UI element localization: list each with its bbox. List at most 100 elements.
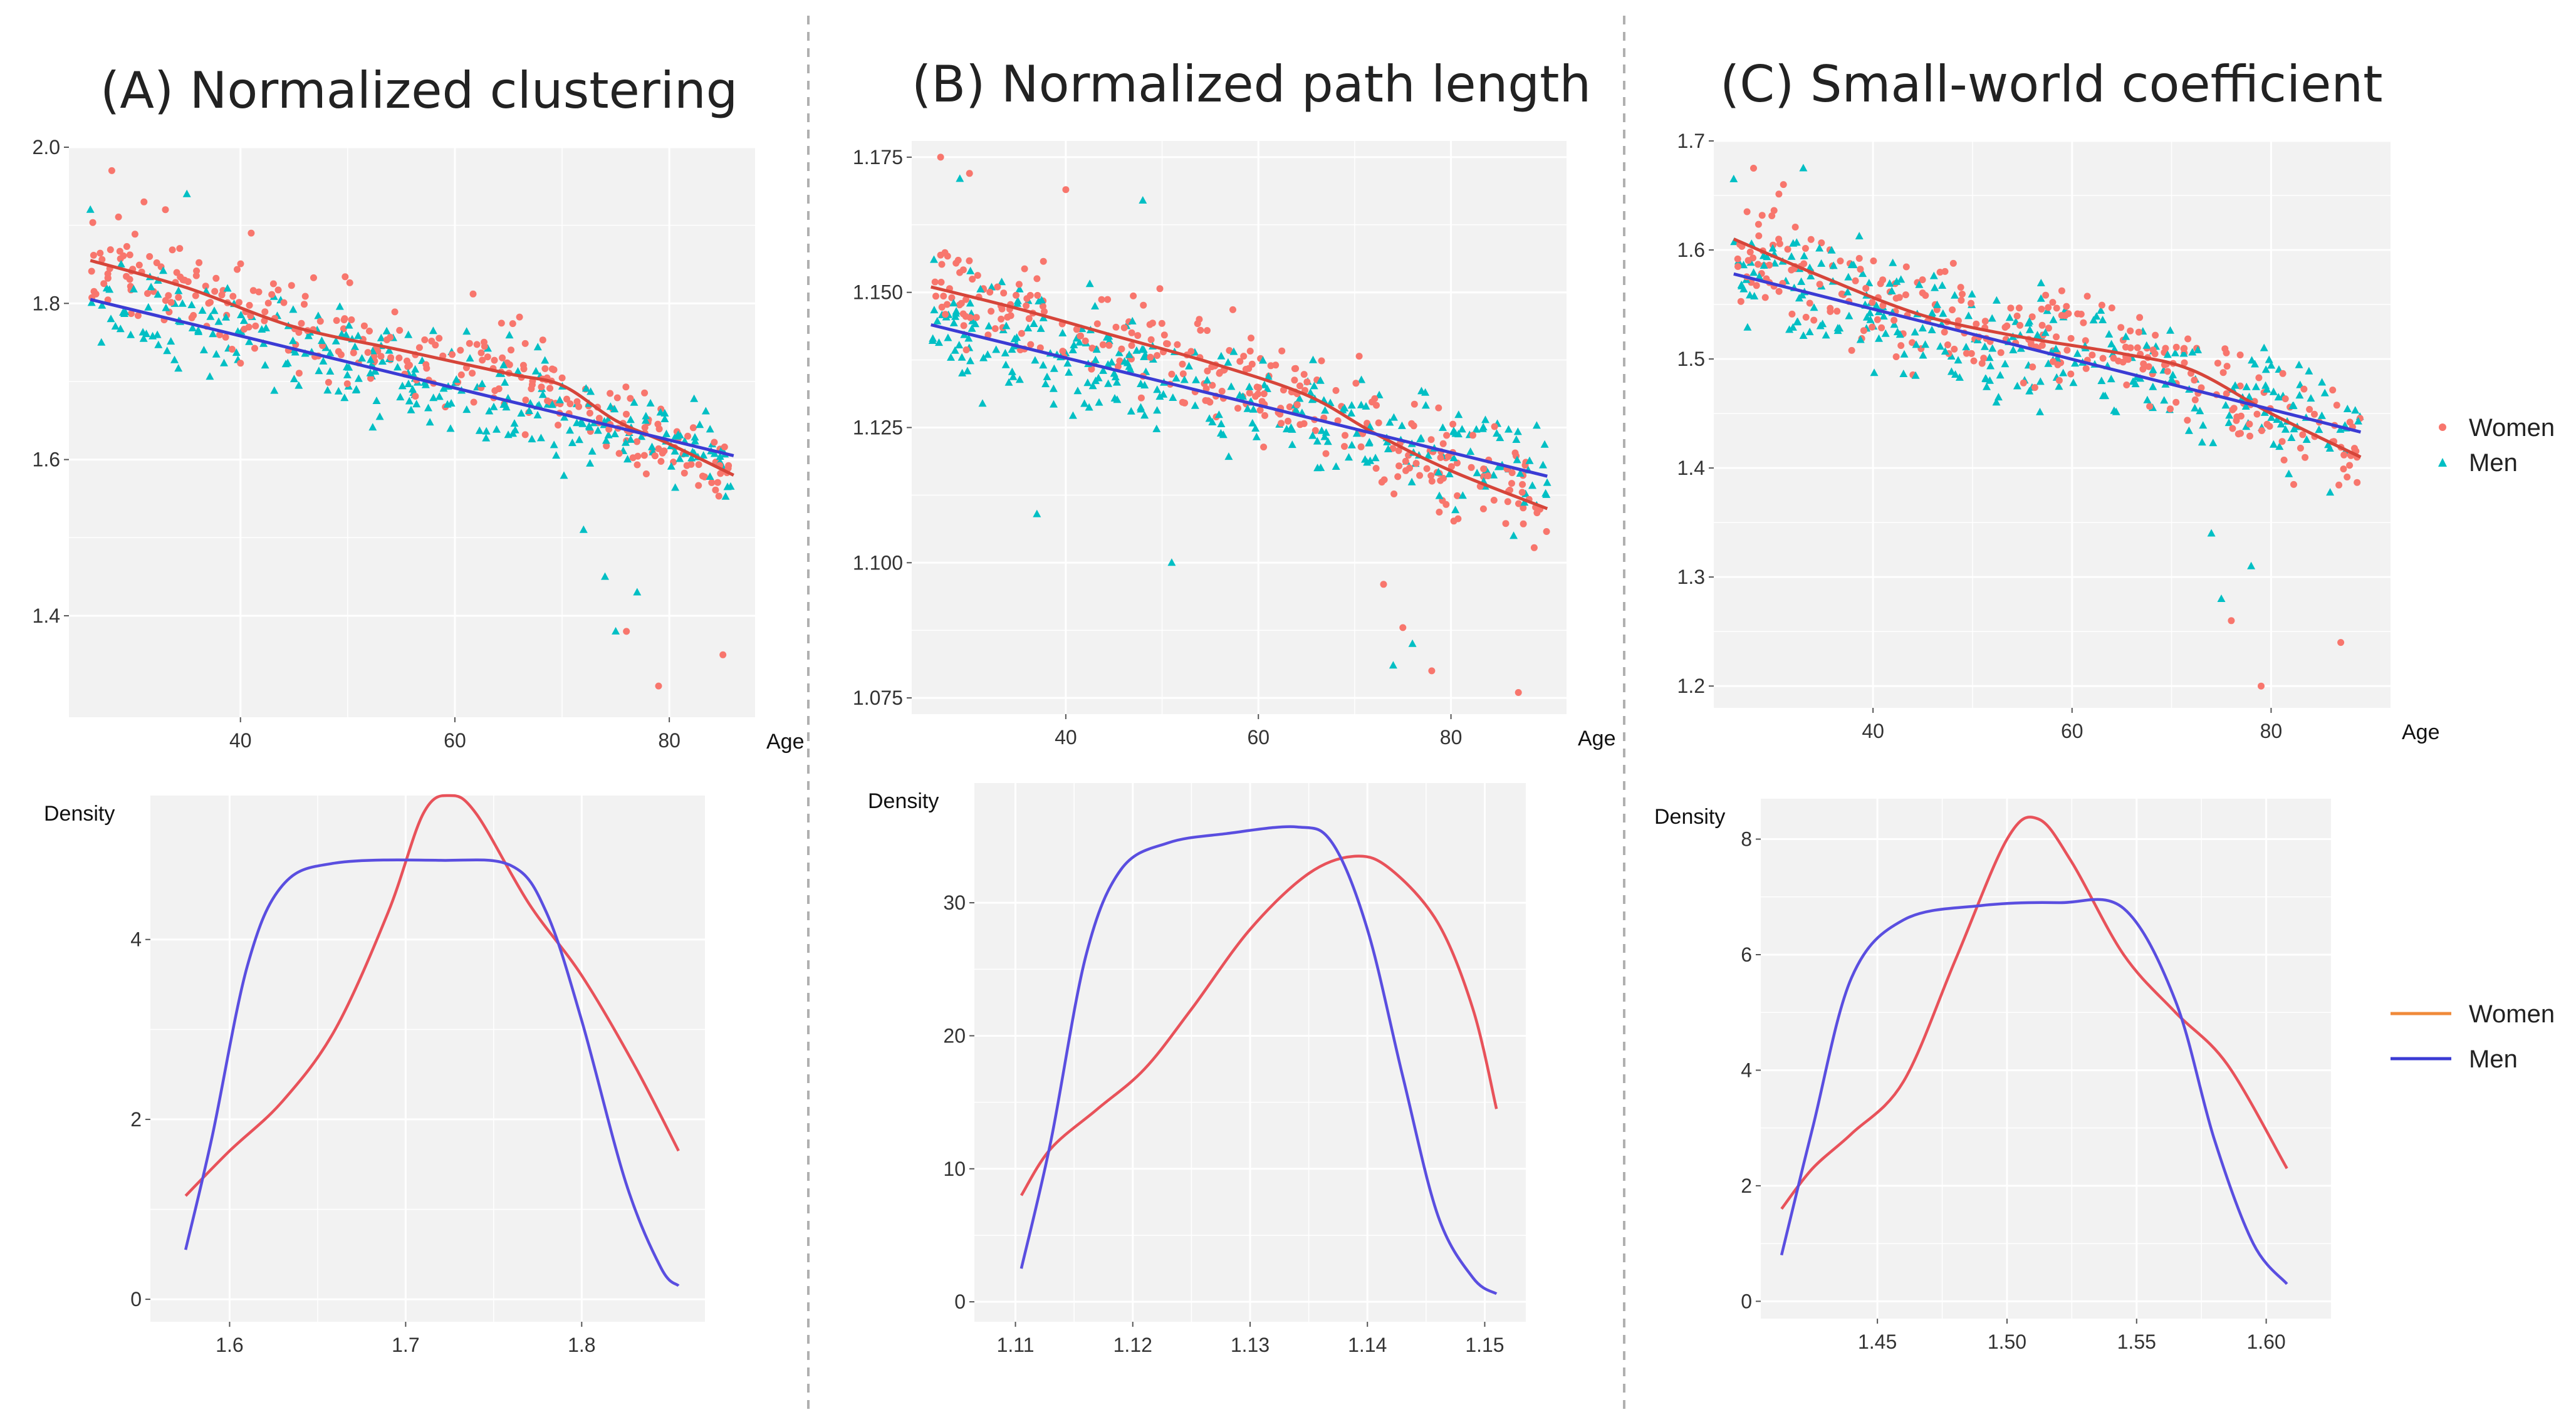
point-men xyxy=(699,451,708,459)
point-women xyxy=(218,291,226,299)
legend-men-density-label: Men xyxy=(2469,1046,2518,1073)
point-women xyxy=(959,266,967,274)
point-women xyxy=(222,333,229,341)
point-women xyxy=(1256,407,1264,414)
point-women xyxy=(406,361,413,369)
point-men xyxy=(1332,462,1340,470)
point-women xyxy=(88,267,95,275)
point-men xyxy=(154,340,163,348)
point-men xyxy=(1951,291,1959,299)
point-men xyxy=(1911,328,1919,336)
point-women xyxy=(1968,299,1974,307)
point-men xyxy=(1043,372,1051,380)
point-men xyxy=(1308,431,1317,439)
point-men xyxy=(159,266,167,274)
point-women xyxy=(1099,341,1107,348)
point-women xyxy=(2053,304,2060,312)
point-men xyxy=(97,338,106,346)
point-women xyxy=(1775,236,1783,243)
point-women xyxy=(1791,224,1799,231)
point-women xyxy=(395,354,403,361)
point-men xyxy=(1216,428,1225,437)
point-men xyxy=(1073,387,1082,395)
point-men xyxy=(163,346,172,355)
point-women xyxy=(346,279,353,286)
point-men xyxy=(2055,382,2063,390)
point-women xyxy=(1364,420,1371,427)
point-men xyxy=(2241,402,2250,410)
point-men xyxy=(1153,385,1162,393)
point-women xyxy=(301,293,309,300)
point-women xyxy=(2311,410,2318,418)
density-line-women xyxy=(1780,816,2288,1210)
point-women xyxy=(681,469,688,477)
point-men xyxy=(2276,420,2285,428)
point-men xyxy=(1347,408,1355,417)
point-men xyxy=(1770,259,1779,267)
point-women xyxy=(473,341,481,348)
point-women xyxy=(607,390,614,397)
point-men xyxy=(1361,455,1369,463)
y-tick-label: 0 xyxy=(1741,1290,1752,1312)
point-women xyxy=(2152,331,2159,339)
point-men xyxy=(111,322,120,330)
point-men xyxy=(979,353,988,361)
point-men xyxy=(2217,594,2226,602)
point-men xyxy=(375,412,384,420)
point-men xyxy=(2285,469,2293,477)
density-a: 1.6 1.7 1.8 0 2 4 Density xyxy=(44,794,705,1356)
point-women xyxy=(1000,289,1008,297)
point-men xyxy=(138,328,147,336)
point-men xyxy=(2036,377,2045,385)
point-women xyxy=(1852,277,1859,284)
point-women xyxy=(1959,291,1966,298)
point-women xyxy=(1104,296,1112,303)
point-women xyxy=(966,314,974,321)
point-men xyxy=(1031,356,1040,364)
point-women xyxy=(937,279,945,286)
point-men xyxy=(2325,444,2334,452)
point-men xyxy=(404,330,413,338)
point-men xyxy=(326,367,335,375)
point-women xyxy=(1300,371,1308,378)
point-men xyxy=(404,380,413,387)
point-men xyxy=(1856,335,1865,343)
point-men xyxy=(1345,453,1353,461)
point-women xyxy=(2258,682,2265,690)
point-men xyxy=(206,312,215,320)
plot-background xyxy=(1761,799,2331,1319)
point-women xyxy=(2253,410,2261,418)
y-tick-label: 1.3 xyxy=(1677,566,1705,588)
x-tick-label: 1.14 xyxy=(1348,1334,1387,1356)
point-women xyxy=(714,479,721,486)
point-women xyxy=(1088,365,1095,373)
point-men xyxy=(1384,445,1392,452)
y-tick-label: 0 xyxy=(954,1290,966,1313)
point-women xyxy=(343,380,351,388)
point-men xyxy=(121,308,130,316)
y-tick-label: 0 xyxy=(130,1288,142,1310)
point-men xyxy=(1750,292,1759,299)
point-women xyxy=(986,288,994,296)
point-women xyxy=(1226,347,1233,354)
point-women xyxy=(1405,452,1412,459)
point-women xyxy=(1260,390,1268,398)
point-women xyxy=(1788,266,1795,274)
point-women xyxy=(1041,308,1048,315)
point-men xyxy=(1008,345,1016,353)
point-women xyxy=(484,353,491,361)
point-women xyxy=(333,317,340,324)
point-women xyxy=(1469,432,1476,439)
point-women xyxy=(255,288,263,296)
point-men xyxy=(1504,425,1513,433)
point-men xyxy=(2073,349,2082,357)
point-women xyxy=(251,345,258,352)
point-men xyxy=(1915,280,1924,288)
point-men xyxy=(409,385,417,393)
point-women xyxy=(2042,291,2050,299)
scatter-a: 40 60 80 1.4 1.6 1.8 2.0 Age xyxy=(33,136,805,754)
point-women xyxy=(2229,425,2236,432)
point-women xyxy=(1423,465,1431,472)
point-women xyxy=(1435,404,1442,412)
